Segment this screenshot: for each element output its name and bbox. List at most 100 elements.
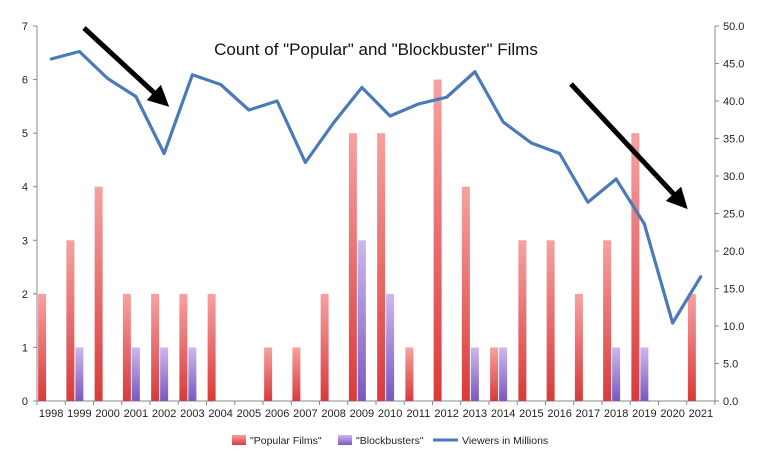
bar-blockbusters xyxy=(357,240,366,401)
y2-tick-label: 20.0 xyxy=(723,246,744,258)
legend: "Popular Films" "Blockbusters" Viewers in … xyxy=(232,435,548,447)
y2-tick-label: 35.0 xyxy=(723,134,744,146)
y-tick-label: 6 xyxy=(22,75,28,87)
bar-blockbusters xyxy=(499,347,508,401)
legend-swatch-blockbusters xyxy=(338,435,352,445)
y-tick-label: 7 xyxy=(22,21,28,33)
x-tick-label: 2005 xyxy=(237,408,261,420)
bar-popular-films xyxy=(687,293,696,401)
line-series xyxy=(49,49,703,325)
down-arrow-right xyxy=(569,82,688,210)
y-tick-label: 3 xyxy=(22,235,28,247)
point-viewers-in-millions xyxy=(303,161,307,164)
legend-label-viewers: Viewers in Millions xyxy=(462,435,548,447)
y-tick-label: 1 xyxy=(22,342,28,354)
x-tick-label: 2015 xyxy=(519,408,543,420)
bar-popular-films xyxy=(433,79,442,402)
point-viewers-in-millions xyxy=(77,50,81,53)
bar-popular-films xyxy=(574,293,583,401)
bar-popular-films xyxy=(122,293,131,401)
bar-popular-films xyxy=(66,240,75,401)
bar-popular-films xyxy=(151,293,160,401)
y2-tick-label: 50.0 xyxy=(723,21,744,33)
bar-popular-films xyxy=(405,347,414,401)
bar-blockbusters xyxy=(386,293,395,401)
point-viewers-in-millions xyxy=(388,114,392,118)
bar-popular-films xyxy=(320,293,329,401)
y2-tick-label: 40.0 xyxy=(723,96,744,108)
x-tick-label: 2020 xyxy=(660,408,684,420)
line-viewers-in-millions xyxy=(50,49,703,325)
y2-tick-label: 15.0 xyxy=(723,284,744,296)
x-tick-label: 2017 xyxy=(576,408,600,420)
bar-popular-films xyxy=(461,186,470,401)
x-tick-label: 2014 xyxy=(491,408,515,420)
point-viewers-in-millions xyxy=(49,57,53,61)
bar-series xyxy=(38,79,696,402)
x-tick-label: 2004 xyxy=(208,408,232,420)
bar-popular-films xyxy=(179,293,188,401)
x-tick-label: 2010 xyxy=(378,408,402,420)
bar-popular-films xyxy=(603,240,612,401)
point-viewers-in-millions xyxy=(586,200,590,204)
point-viewers-in-millions xyxy=(162,152,166,155)
bar-blockbusters xyxy=(160,347,169,401)
x-tick-label: 2003 xyxy=(180,408,204,420)
y-tick-label: 5 xyxy=(22,128,28,140)
bar-blockbusters xyxy=(75,347,84,401)
bar-popular-films xyxy=(38,293,47,401)
x-tick-label: 2008 xyxy=(321,408,345,420)
bar-blockbusters xyxy=(470,347,479,401)
x-tick-label: 2013 xyxy=(463,408,487,420)
point-viewers-in-millions xyxy=(614,177,618,181)
point-viewers-in-millions xyxy=(332,121,336,125)
x-tick-label: 2001 xyxy=(124,408,148,420)
point-viewers-in-millions xyxy=(416,102,420,106)
bar-popular-films xyxy=(207,293,216,401)
bar-popular-films xyxy=(292,347,301,401)
x-tick-label: 2021 xyxy=(689,408,713,420)
y2-tick-label: 30.0 xyxy=(723,171,744,183)
x-tick-label: 1998 xyxy=(39,408,63,420)
bar-popular-films xyxy=(348,133,357,401)
y2-tick-label: 0.0 xyxy=(723,396,738,408)
point-viewers-in-millions xyxy=(134,95,138,98)
x-tick-label: 2018 xyxy=(604,408,628,420)
x-tick-label: 2007 xyxy=(293,408,317,420)
y2-tick-label: 5.0 xyxy=(723,359,738,371)
bar-blockbusters xyxy=(640,347,649,401)
chart-title: Count of "Popular" and "Blockbuster" Fil… xyxy=(214,40,538,59)
bar-blockbusters xyxy=(612,347,621,401)
y2-tick-label: 10.0 xyxy=(723,321,744,333)
bar-popular-films xyxy=(377,133,386,401)
point-viewers-in-millions xyxy=(529,141,533,145)
point-viewers-in-millions xyxy=(219,83,223,86)
x-tick-label: 1999 xyxy=(67,408,91,420)
point-viewers-in-millions xyxy=(247,108,251,112)
bar-popular-films xyxy=(546,240,555,401)
point-viewers-in-millions xyxy=(558,152,562,155)
bar-blockbusters xyxy=(131,347,140,401)
point-viewers-in-millions xyxy=(190,73,194,77)
y-tick-label: 0 xyxy=(22,396,28,408)
point-viewers-in-millions xyxy=(501,120,505,124)
point-viewers-in-millions xyxy=(642,222,646,226)
y-tick-label: 2 xyxy=(22,289,28,301)
legend-label-blockbusters: "Blockbusters" xyxy=(356,435,424,447)
x-tick-label: 2006 xyxy=(265,408,289,420)
bar-popular-films xyxy=(490,347,499,401)
legend-swatch-popular-films xyxy=(232,435,246,445)
bar-popular-films xyxy=(264,347,273,401)
axes: 0 1 2 3 4 5 6 7 0.0 5.0 10.0 15.0 20.0 25.0 30.0 35.0 40… xyxy=(22,21,745,420)
y-tick-label: 4 xyxy=(22,182,28,194)
point-viewers-in-millions xyxy=(671,321,675,325)
bar-popular-films xyxy=(94,186,103,401)
point-viewers-in-millions xyxy=(473,70,477,74)
down-arrow-left xyxy=(82,26,170,107)
bar-popular-films xyxy=(518,240,527,401)
x-tick-label: 2011 xyxy=(407,408,431,420)
x-tick-label: 2000 xyxy=(95,408,119,420)
x-tick-label: 2009 xyxy=(350,408,374,420)
